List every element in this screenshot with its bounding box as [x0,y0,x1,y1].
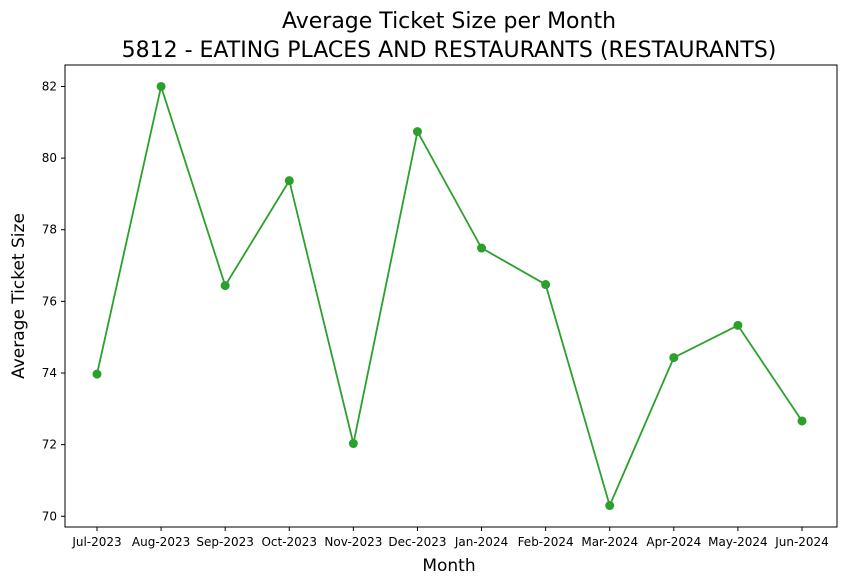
y-tick-label: 80 [42,151,57,165]
data-point [92,369,102,379]
y-tick-label: 78 [42,223,57,237]
series-layer [92,81,807,511]
x-axis: Jul-2023 Aug-2023 Sep-2023 Oct-2023 Nov-2023… [71,527,829,549]
y-tick-label: 70 [42,509,57,523]
y-tick-label: 74 [42,366,57,380]
x-tick-label: Oct-2023 [261,535,317,549]
data-point [541,280,551,290]
series-line [96,83,803,509]
y-axis: 70 72 74 76 78 80 82 [42,79,65,523]
data-point [156,81,166,91]
x-tick-label: Dec-2023 [388,535,446,549]
y-tick-label: 72 [42,438,57,452]
x-tick-label: Mar-2024 [581,535,638,549]
y-tick-label: 82 [42,79,57,93]
data-point [220,281,230,291]
chart-subtitle: 5812 - EATING PLACES AND RESTAURANTS (RE… [122,38,777,63]
x-tick-label: Sep-2023 [196,535,254,549]
data-point [733,320,743,330]
data-point [669,353,679,363]
plot-frame [64,64,838,528]
data-point [412,127,422,137]
chart-title: Average Ticket Size per Month [282,9,616,34]
y-tick-label: 76 [42,294,57,308]
x-tick-label: Jun-2024 [774,535,829,549]
data-point [284,176,294,186]
x-tick-label: Aug-2023 [132,535,190,549]
x-tick-label: Feb-2024 [518,535,574,549]
data-point [477,243,487,253]
x-tick-label: Nov-2023 [324,535,382,549]
x-tick-label: Jan-2024 [454,535,508,549]
x-axis-label: Month [422,556,475,576]
data-point [797,416,807,426]
data-point [348,439,358,449]
x-tick-label: Apr-2024 [646,535,701,549]
data-point [605,501,615,511]
x-tick-label: Jul-2023 [71,535,121,549]
x-tick-label: May-2024 [708,535,767,549]
y-axis-label: Average Ticket Size [9,213,29,379]
